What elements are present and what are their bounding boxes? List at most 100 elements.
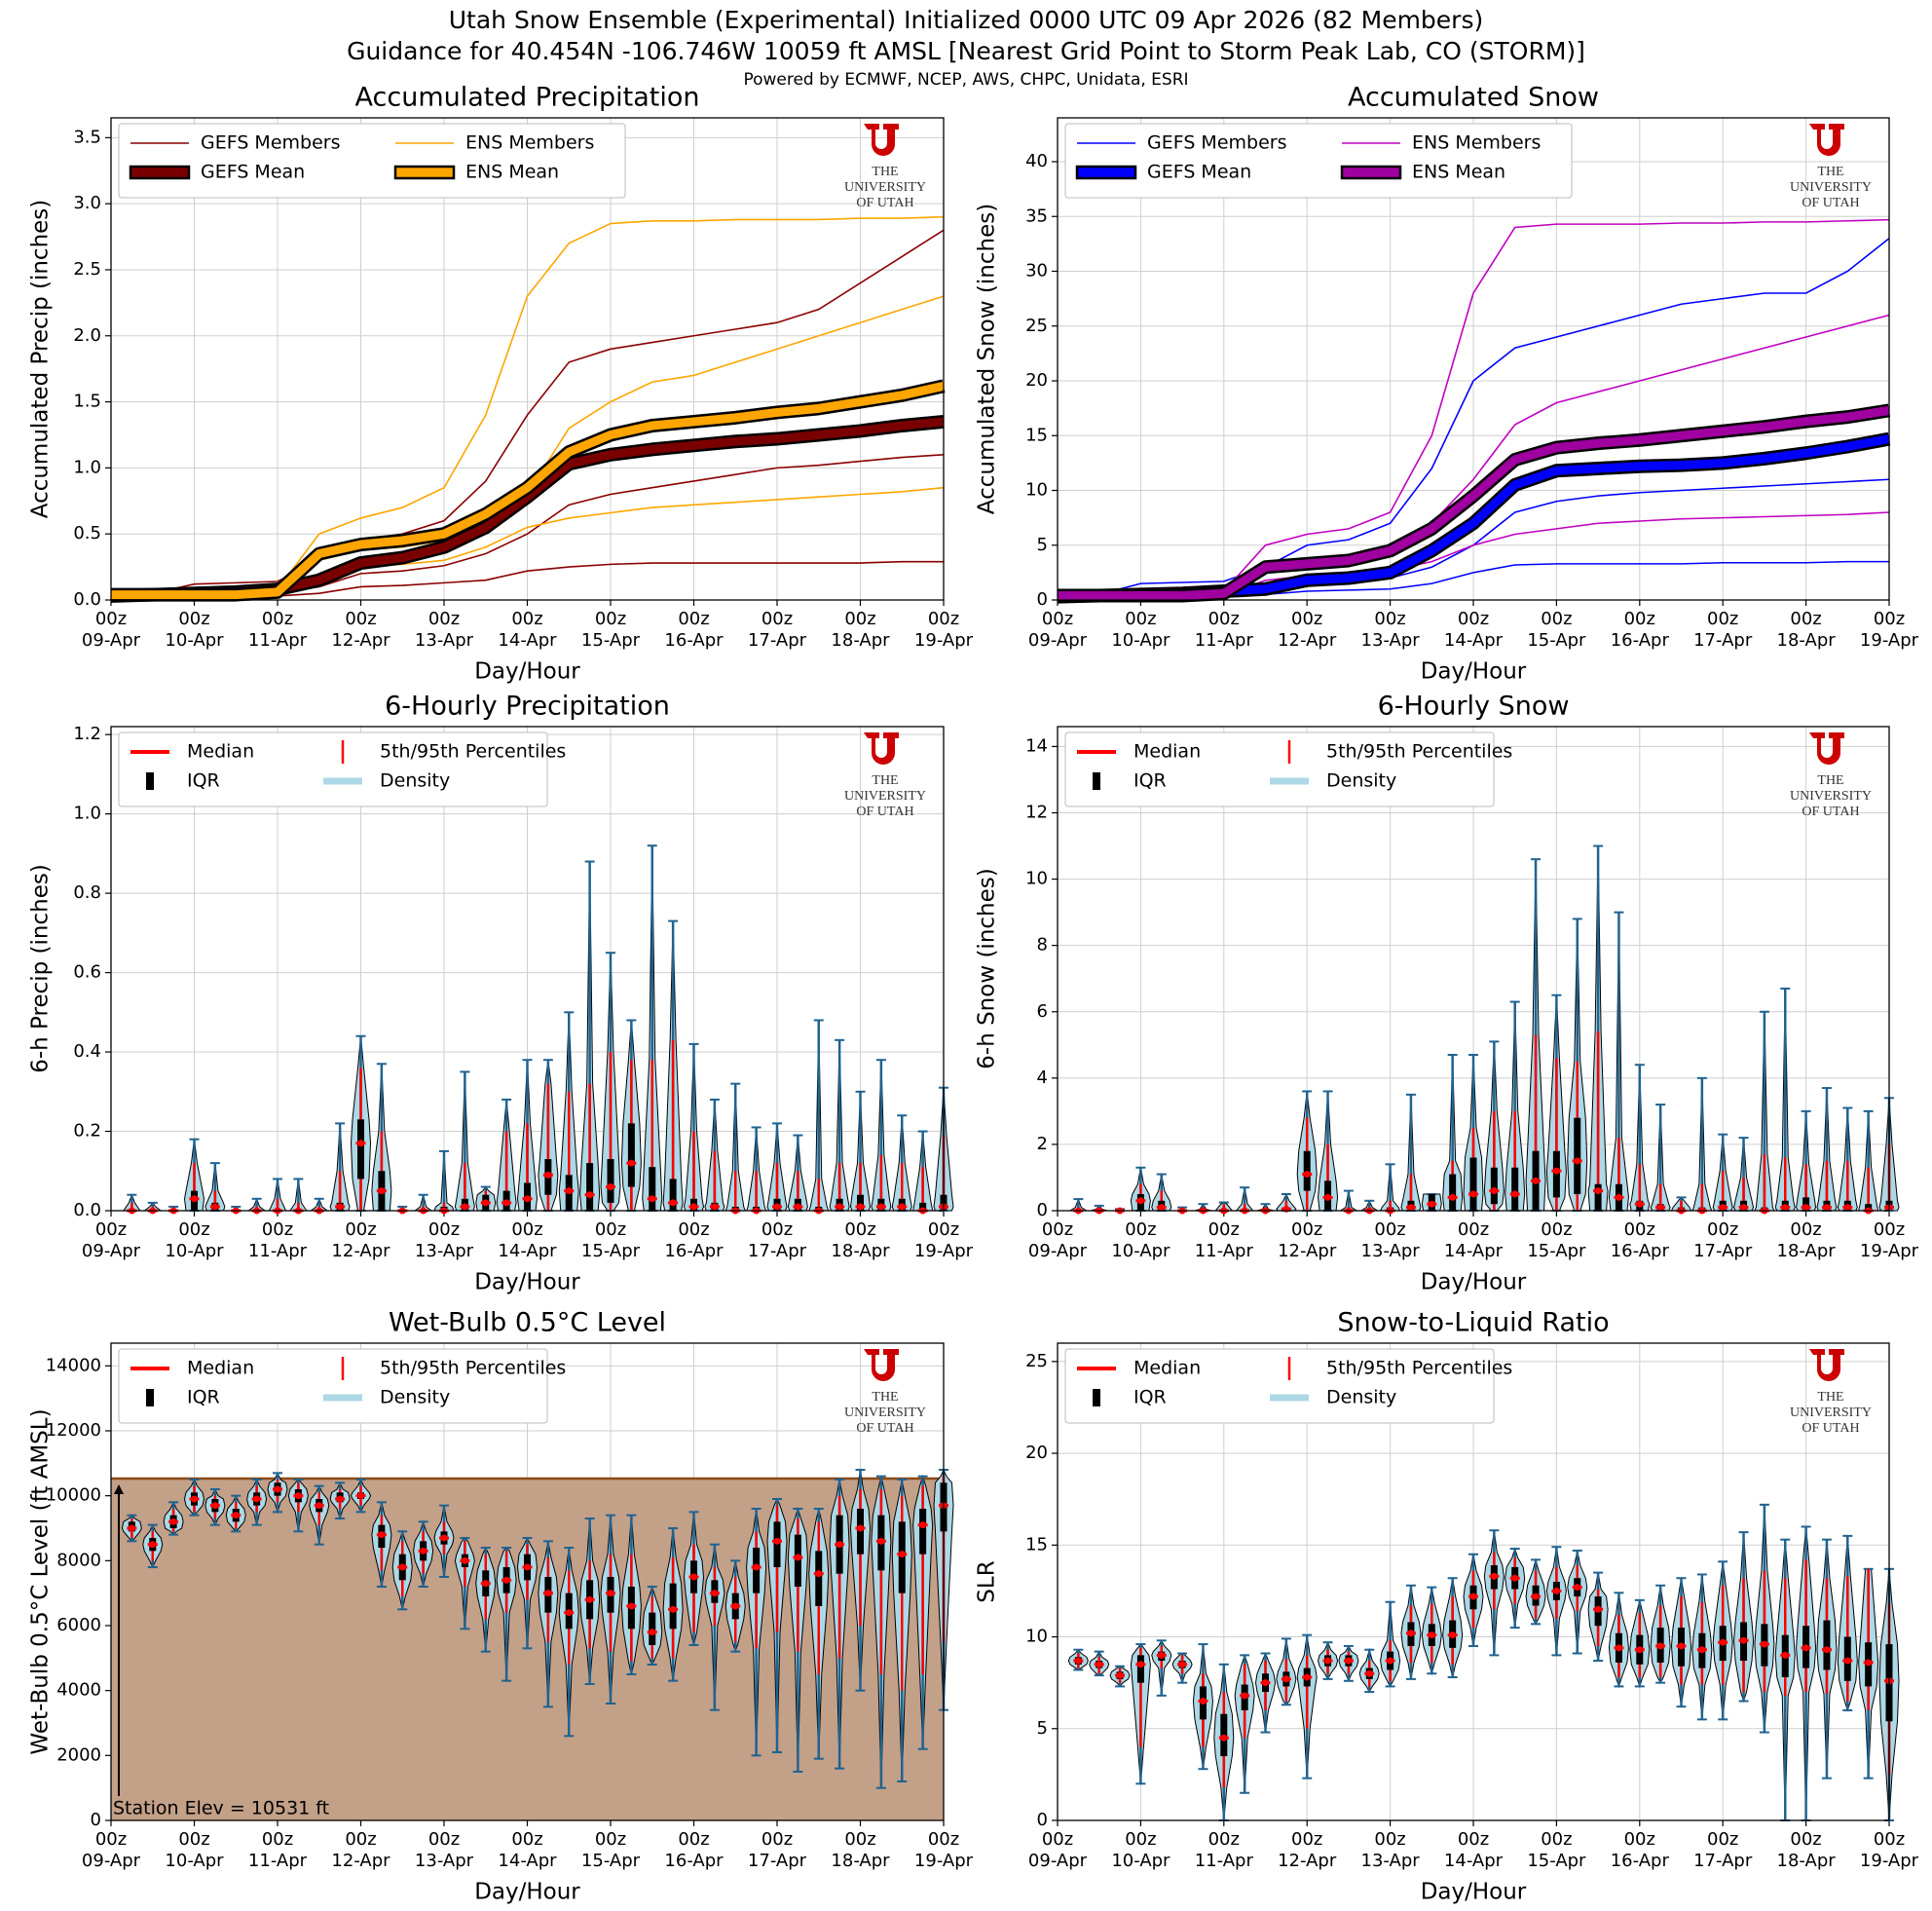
median-dot (461, 1556, 468, 1564)
panel-title: Snow-to-Liquid Ratio (1337, 1308, 1609, 1338)
y-tick-label: 14000 (46, 1355, 101, 1375)
legend-label: ENS Mean (465, 162, 559, 183)
x-tick-label: 00z (1208, 609, 1240, 629)
median-dot (1594, 1187, 1602, 1195)
mean-line (1058, 405, 1890, 600)
x-tick-label: 18-Apr (1777, 1241, 1837, 1261)
median-dot (1511, 1574, 1519, 1582)
iqr-box (919, 1509, 927, 1555)
y-tick-label: 20 (1025, 370, 1048, 391)
x-axis-label: Day/Hour (474, 659, 580, 685)
y-tick-label: 8000 (56, 1550, 101, 1570)
iqr-box (1490, 1167, 1498, 1205)
legend-box (118, 731, 548, 807)
x-tick-label: 11-Apr (1195, 1241, 1254, 1261)
legend-label: IQR (1133, 770, 1167, 792)
y-tick-label: 2.0 (73, 325, 101, 346)
x-tick-label: 13-Apr (1361, 630, 1421, 651)
iqr-box (919, 1202, 927, 1211)
y-tick-label: 0.0 (73, 589, 101, 610)
iqr-box (607, 1159, 614, 1203)
x-tick-label: 00z (511, 1219, 542, 1240)
median-dot (711, 1203, 719, 1211)
median-dot (711, 1590, 719, 1597)
x-tick-label: 00z (345, 609, 376, 629)
x-tick-label: 00z (1374, 1829, 1405, 1850)
station-annotation: Station Elev = 10531 ft (113, 1798, 329, 1819)
x-tick-label: 00z (928, 1219, 959, 1240)
median-dot (398, 1563, 406, 1571)
legend-swatch (1093, 1389, 1100, 1406)
plot-frame (1057, 1342, 1890, 1821)
median-dot (1241, 1692, 1248, 1700)
median-dot (627, 1602, 635, 1610)
y-tick-label: 0.4 (73, 1041, 101, 1062)
y-tick-label: 2000 (56, 1744, 101, 1765)
legend-label: 5th/95th Percentiles (380, 1358, 566, 1379)
x-tick-label: 00z (511, 609, 542, 629)
logo-text: OF UTAH (1802, 805, 1859, 819)
x-tick-label: 15-Apr (581, 1241, 641, 1261)
median-dot (1740, 1204, 1748, 1212)
x-tick-label: 14-Apr (1444, 1851, 1504, 1871)
x-tick-label: 17-Apr (748, 1851, 807, 1871)
x-tick-label: 15-Apr (581, 1851, 641, 1871)
x-tick-label: 00z (1125, 1829, 1156, 1850)
x-tick-label: 00z (678, 1219, 709, 1240)
median-dot (607, 1590, 614, 1597)
x-tick-label: 10-Apr (1111, 1241, 1170, 1261)
median-dot (669, 1605, 677, 1613)
x-tick-label: 16-Apr (1611, 630, 1670, 651)
y-tick-label: 0 (1037, 589, 1048, 610)
x-tick-label: 00z (1374, 609, 1405, 629)
median-dot (1407, 1204, 1415, 1212)
legend-label: 5th/95th Percentiles (1326, 741, 1512, 763)
y-tick-label: 0.5 (73, 523, 101, 543)
y-tick-label: 10 (1025, 869, 1048, 889)
median-dot (1532, 1177, 1540, 1184)
median-dot (857, 1203, 864, 1211)
member-line (1057, 238, 1890, 598)
legend-swatch (393, 165, 456, 180)
y-tick-label: 2.5 (73, 259, 101, 280)
median-dot (565, 1609, 573, 1617)
median-dot (1387, 1657, 1394, 1665)
x-tick-label: 00z (345, 1219, 376, 1240)
legend-label: Density (380, 1387, 450, 1408)
median-dot (1199, 1698, 1207, 1705)
logo-text: UNIVERSITY (1790, 1405, 1872, 1420)
x-tick-label: 00z (95, 1829, 127, 1850)
x-tick-label: 11-Apr (1195, 1851, 1254, 1871)
median-dot (524, 1195, 531, 1203)
plot-frame (1057, 726, 1890, 1212)
logo-text: THE (872, 773, 898, 788)
median-dot (1303, 1171, 1311, 1179)
logo-u (864, 732, 899, 765)
median-dot (1324, 1657, 1332, 1665)
x-tick-label: 00z (428, 609, 460, 629)
x-tick-label: 14-Apr (498, 630, 557, 651)
legend-box (1064, 731, 1495, 807)
median-dot (627, 1159, 635, 1167)
logo-text: UNIVERSITY (1790, 180, 1872, 195)
logo-text: THE (1817, 165, 1843, 179)
plot-frame (110, 117, 945, 601)
x-tick-label: 13-Apr (415, 1241, 474, 1261)
logo-u (1809, 124, 1844, 156)
median-dot (1428, 1200, 1435, 1208)
legend-label: Median (187, 1358, 254, 1379)
x-tick-label: 00z (1208, 1219, 1240, 1240)
legend-label: ENS Members (1412, 132, 1541, 154)
y-tick-label: 4 (1037, 1068, 1048, 1088)
x-tick-label: 10-Apr (1111, 630, 1170, 651)
iqr-box (1449, 1174, 1457, 1211)
median-dot (211, 1203, 219, 1211)
median-dot (502, 1576, 510, 1584)
x-tick-label: 00z (1874, 609, 1905, 629)
x-tick-label: 16-Apr (1611, 1241, 1670, 1261)
median-dot (1532, 1592, 1540, 1600)
logo-text: UNIVERSITY (844, 180, 926, 195)
x-tick-label: 17-Apr (1693, 630, 1753, 651)
median-dot (690, 1203, 697, 1211)
y-tick-label: 5 (1037, 535, 1048, 555)
